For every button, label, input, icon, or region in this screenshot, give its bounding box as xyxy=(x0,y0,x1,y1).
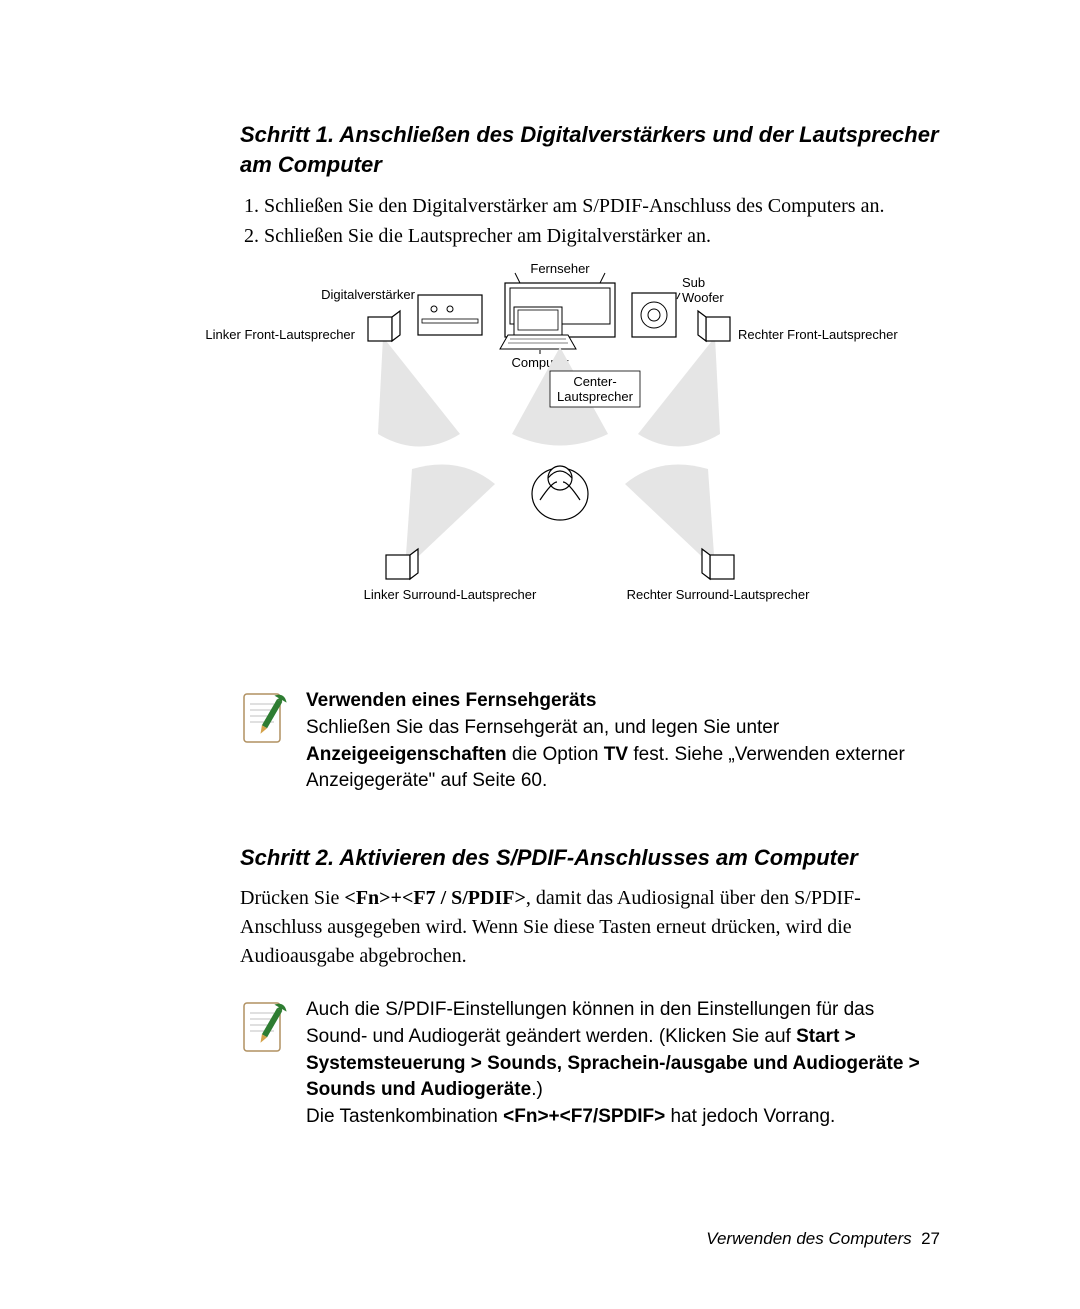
diagram-label-surrR: Rechter Surround-Lautsprecher xyxy=(627,587,810,602)
note-spdif-l3: Die Tastenkombination xyxy=(306,1106,503,1127)
footer-label: Verwenden des Computers xyxy=(706,1229,911,1248)
footer-page: 27 xyxy=(921,1229,940,1248)
step2-before: Drücken Sie xyxy=(240,887,344,909)
note-tv-b2: TV xyxy=(604,744,628,765)
step1-item-1: Schließen Sie den Digitalverstärker am S… xyxy=(264,191,940,221)
note-spdif-l1: Auch die S/PDIF-Einstellungen können in … xyxy=(306,999,874,1047)
step1-title: Schritt 1. Anschließen des Digitalverstä… xyxy=(240,120,940,179)
note-spdif-body: Auch die S/PDIF-Einstellungen können in … xyxy=(306,997,940,1130)
diagram-label-sub2: Woofer xyxy=(682,290,724,305)
diagram-label-frontR: Rechter Front-Lautsprecher xyxy=(738,327,898,342)
diagram-label-amp: Digitalverstärker xyxy=(321,287,416,302)
page: Schritt 1. Anschließen des Digitalverstä… xyxy=(0,0,1080,1309)
note-icon xyxy=(240,688,288,748)
step2-title: Schritt 2. Aktivieren des S/PDIF-Anschlu… xyxy=(240,843,940,873)
step2-paragraph: Drücken Sie <Fn>+<F7 / S/PDIF>, damit da… xyxy=(240,884,940,971)
speaker-diagram: Fernseher Digitalverstärker Sub Woofer xyxy=(160,259,940,664)
diagram-label-frontL: Linker Front-Lautsprecher xyxy=(205,327,355,342)
note-spdif-l2: .) xyxy=(531,1079,543,1100)
note-tv-l1a: Schließen Sie das Fernsehgerät an, und l… xyxy=(306,717,779,738)
note-tv-body: Verwenden eines Fernsehgeräts Schließen … xyxy=(306,688,940,794)
diagram-label-surrL: Linker Surround-Lautsprecher xyxy=(364,587,537,602)
diagram-label-sub1: Sub xyxy=(682,275,705,290)
page-footer: Verwenden des Computers 27 xyxy=(706,1229,940,1249)
diagram-svg: Fernseher Digitalverstärker Sub Woofer xyxy=(160,259,920,659)
step1-list: Schließen Sie den Digitalverstärker am S… xyxy=(240,191,940,251)
note-spdif: Auch die S/PDIF-Einstellungen können in … xyxy=(240,997,940,1130)
note-tv-mid: die Option xyxy=(512,744,604,765)
diagram-label-center1: Center- xyxy=(573,374,616,389)
diagram-label-tv: Fernseher xyxy=(530,261,590,276)
note-tv: Verwenden eines Fernsehgeräts Schließen … xyxy=(240,688,940,794)
diagram-label-center2: Lautsprecher xyxy=(557,389,634,404)
note-icon xyxy=(240,997,288,1057)
note-tv-title: Verwenden eines Fernsehgeräts xyxy=(306,690,596,711)
note-spdif-b2: <Fn>+<F7/SPDIF> xyxy=(503,1106,665,1127)
note-tv-b1: Anzeigeeigenschaften xyxy=(306,744,507,765)
step1-item-2: Schließen Sie die Lautsprecher am Digita… xyxy=(264,221,940,251)
note-spdif-l4: hat jedoch Vorrang. xyxy=(665,1106,835,1127)
step2-key: <Fn>+<F7 / S/PDIF> xyxy=(344,887,525,909)
